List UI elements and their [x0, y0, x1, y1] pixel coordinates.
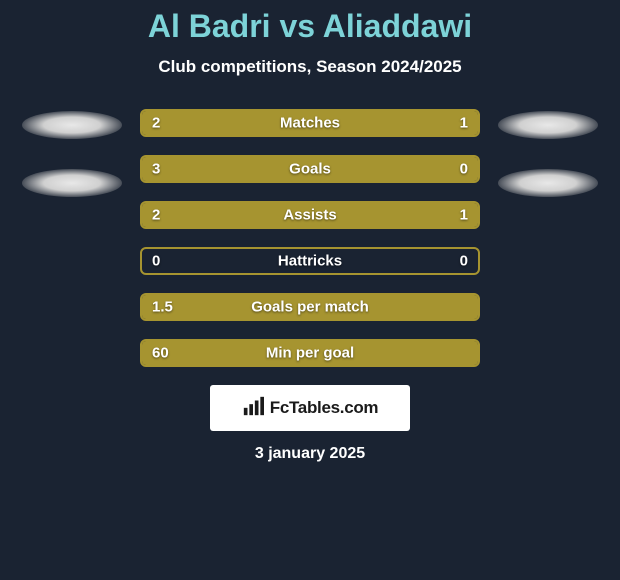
stat-value-left: 2 — [152, 207, 160, 224]
stat-label: Hattricks — [278, 253, 342, 270]
player-shadow-left — [22, 169, 122, 197]
stat-value-left: 3 — [152, 161, 160, 178]
stat-row-assists: 2 Assists 1 — [140, 201, 480, 229]
stat-row-goals-per-match: 1.5 Goals per match — [140, 293, 480, 321]
stat-value-left: 0 — [152, 253, 160, 270]
stat-value-right: 0 — [460, 161, 468, 178]
stat-label: Goals per match — [251, 299, 369, 316]
stat-label: Goals — [289, 161, 331, 178]
stat-row-matches: 2 Matches 1 — [140, 109, 480, 137]
stat-label: Matches — [280, 115, 340, 132]
infographic-container: Al Badri vs Aliaddawi Club competitions,… — [0, 0, 620, 463]
player-shadow-right — [498, 169, 598, 197]
branding-text: FcTables.com — [270, 398, 379, 418]
stat-label: Min per goal — [266, 345, 354, 362]
stat-bars-column: 2 Matches 1 3 Goals 0 2 Assists 1 — [140, 109, 480, 367]
stat-value-right: 0 — [460, 253, 468, 270]
player-shadow-right — [498, 111, 598, 139]
stat-value-left: 2 — [152, 115, 160, 132]
branding-badge: FcTables.com — [210, 385, 410, 431]
stat-row-hattricks: 0 Hattricks 0 — [140, 247, 480, 275]
stats-wrapper: 2 Matches 1 3 Goals 0 2 Assists 1 — [0, 109, 620, 367]
stat-value-left: 60 — [152, 345, 169, 362]
player-shadow-left — [22, 111, 122, 139]
left-shadow-col — [22, 109, 122, 197]
stat-value-left: 1.5 — [152, 299, 173, 316]
stat-label: Assists — [283, 207, 336, 224]
stat-value-right: 1 — [460, 115, 468, 132]
subtitle: Club competitions, Season 2024/2025 — [0, 57, 620, 77]
chart-bars-icon — [242, 395, 264, 422]
bar-left — [142, 157, 404, 181]
date-label: 3 january 2025 — [0, 445, 620, 463]
stat-row-min-per-goal: 60 Min per goal — [140, 339, 480, 367]
page-title: Al Badri vs Aliaddawi — [0, 8, 620, 45]
right-shadow-col — [498, 109, 598, 197]
stat-value-right: 1 — [460, 207, 468, 224]
stat-row-goals: 3 Goals 0 — [140, 155, 480, 183]
